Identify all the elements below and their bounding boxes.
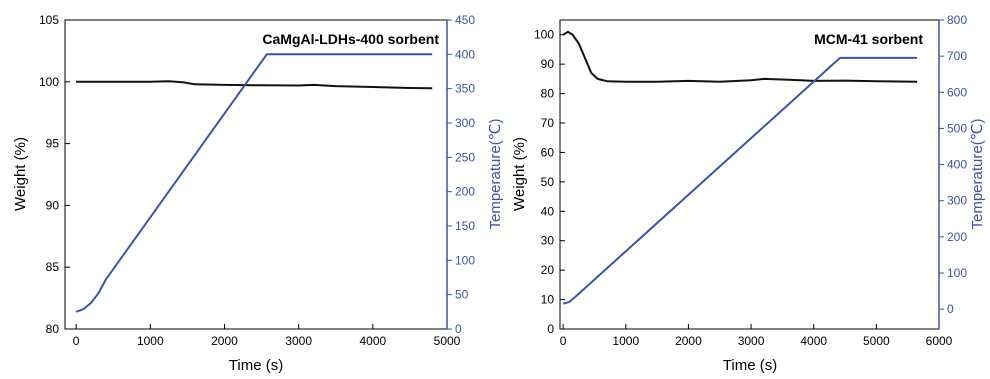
temperature-line — [562, 56, 918, 305]
y-tick-label: 60 — [541, 145, 555, 159]
y-tick-label: 95 — [46, 137, 60, 151]
y-tick-label: 85 — [46, 260, 60, 274]
chart-mcm-41: 0 1000 2000 3000 4000 5000 6000 01020304050607… — [511, 13, 986, 374]
y2-tick-label: 0 — [455, 322, 462, 336]
y2-tick-label: 500 — [947, 121, 967, 135]
y2-tick-label: 400 — [947, 158, 967, 172]
y2-tick-label: 700 — [947, 49, 967, 63]
y-tick-label: 0 — [547, 322, 554, 336]
chart-title: MCM-41 sorbent — [814, 31, 923, 47]
y-tick-label: 90 — [46, 198, 60, 212]
weight-line — [76, 80, 433, 90]
x-tick-label: 5000 — [863, 334, 890, 348]
y2-tick-label: 0 — [947, 302, 954, 316]
y2-tick-label: 600 — [947, 85, 967, 99]
y-tick-label: 50 — [541, 175, 555, 189]
y-tick-label: 20 — [541, 263, 555, 277]
y2-tick-label: 450 — [455, 13, 475, 27]
x-tick-label: 0 — [560, 334, 567, 348]
y-tick-label: 105 — [39, 13, 59, 27]
y-tick-label: 100 — [39, 75, 59, 89]
x-axis-label: Time (s) — [723, 357, 777, 374]
x-tick-label: 3000 — [285, 334, 312, 348]
y2-tick-label: 50 — [455, 288, 469, 302]
x-axis-label: Time (s) — [229, 357, 283, 374]
y2-tick-label: 200 — [455, 185, 475, 199]
y-tick-label: 70 — [541, 116, 555, 130]
y-axis-label: Weight (%) — [12, 137, 29, 211]
y-tick-label: 30 — [541, 234, 555, 248]
temperature-line — [75, 53, 433, 313]
y2-axis-ticks: 0 50 100 150 200 250 300 350 400 450 — [447, 13, 475, 336]
y2-tick-label: 350 — [455, 82, 475, 96]
series-lines — [75, 53, 433, 313]
y-tick-label: 40 — [541, 204, 555, 218]
plot-frame — [559, 19, 940, 330]
y2-tick-label: 200 — [947, 230, 967, 244]
x-tick-label: 3000 — [738, 334, 765, 348]
series-lines — [562, 30, 918, 305]
x-tick-label: 5000 — [434, 334, 461, 348]
y2-tick-label: 400 — [455, 47, 475, 61]
plot-frame — [64, 19, 448, 330]
y-tick-label: 80 — [46, 322, 60, 336]
y2-tick-label: 800 — [947, 13, 967, 27]
y-axis-label: Weight (%) — [511, 137, 528, 211]
x-axis-ticks: 0 1000 2000 3000 4000 5000 — [73, 324, 461, 348]
x-tick-label: 1000 — [137, 334, 164, 348]
x-tick-label: 6000 — [926, 334, 953, 348]
y2-tick-label: 100 — [947, 266, 967, 280]
y2-axis-ticks: 0 100 200 300 400 500 600 700 800 — [939, 13, 967, 316]
x-tick-label: 2000 — [675, 334, 702, 348]
y-tick-label: 100 — [534, 28, 554, 42]
y2-tick-label: 300 — [947, 194, 967, 208]
chart-camgal-ldhs: 0 1000 2000 3000 4000 5000 80 85 90 95 100 105 0 50… — [12, 13, 504, 374]
y-tick-label: 90 — [541, 57, 555, 71]
y2-axis-label: Temperature(℃) — [969, 118, 986, 229]
x-tick-label: 4000 — [800, 334, 827, 348]
y-tick-label: 80 — [541, 87, 555, 101]
y2-tick-label: 100 — [455, 253, 475, 267]
x-tick-label: 1000 — [612, 334, 639, 348]
y2-tick-label: 250 — [455, 150, 475, 164]
x-tick-label: 4000 — [359, 334, 386, 348]
y2-tick-label: 150 — [455, 219, 475, 233]
y-axis-ticks: 0 10 20 30 40 50 60 70 80 90 100 — [534, 28, 565, 336]
chart-title: CaMgAl-LDHs-400 sorbent — [262, 31, 439, 47]
y-tick-label: 10 — [541, 293, 555, 307]
x-axis-ticks: 0 1000 2000 3000 4000 5000 6000 — [560, 324, 953, 348]
y-axis-ticks: 80 85 90 95 100 105 — [39, 13, 70, 336]
y2-tick-label: 300 — [455, 116, 475, 130]
x-tick-label: 2000 — [211, 334, 238, 348]
x-tick-label: 0 — [73, 334, 80, 348]
y2-axis-label: Temperature(℃) — [487, 118, 504, 229]
